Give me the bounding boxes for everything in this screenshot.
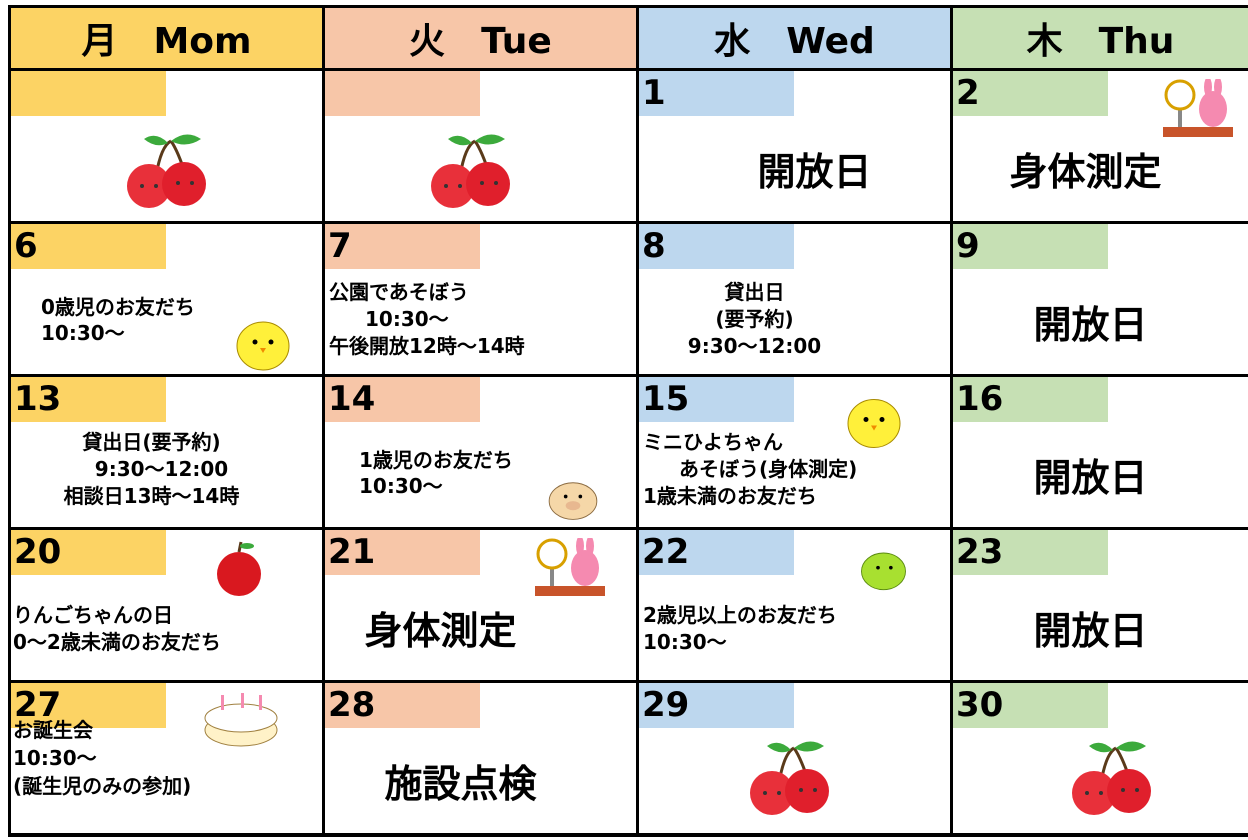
- event-line: 相談日13時～14時: [63, 484, 240, 508]
- cake-icon: [201, 689, 281, 751]
- event: 開放日: [1033, 456, 1148, 500]
- event-line: 2歳児以上のお友だち: [643, 603, 837, 627]
- event-line: (要予約): [715, 307, 794, 331]
- day-cell: 15 ミニひよちゃん あそぼう(身体測定) 1歳未満のお友だち: [639, 377, 950, 527]
- event-line: 10:30～: [359, 474, 443, 498]
- event-line: 午後開放12時～14時: [329, 334, 525, 358]
- date: 13: [11, 377, 166, 422]
- event-line: 9:30～12:00: [94, 457, 229, 481]
- event-line: 公園であそぼう: [329, 280, 469, 304]
- date: 14: [325, 377, 480, 422]
- day-cell: 9 開放日: [953, 224, 1248, 374]
- event-line: 1歳未満のお友だち: [643, 484, 817, 508]
- day-cell: 23 開放日: [953, 530, 1248, 680]
- day-cell: 6 0歳児のお友だち 10:30～: [11, 224, 322, 374]
- cherry-icon: [116, 131, 216, 211]
- day-cell: 28 施設点検: [325, 683, 636, 833]
- event: 身体測定: [1009, 150, 1162, 194]
- event-line: 0～2歳未満のお友だち: [13, 630, 221, 654]
- event-line: 10:30～: [41, 321, 125, 345]
- day-cell: 27 お誕生会 10:30～ (誕生児のみの参加): [11, 683, 322, 833]
- apple-icon: [209, 538, 269, 598]
- chick-icon: [233, 312, 293, 372]
- event-line: 1歳児のお友だち: [359, 448, 513, 472]
- cherry-icon: [420, 131, 520, 211]
- event-line: (誕生児のみの参加): [13, 774, 192, 798]
- event: 開放日: [757, 150, 872, 194]
- event-line: 9:30～12:00: [687, 334, 822, 358]
- date: 7: [325, 224, 480, 269]
- event-line: 10:30～: [365, 307, 449, 331]
- day-cell: 29: [639, 683, 950, 833]
- elephant-icon: [851, 542, 916, 597]
- date: 29: [639, 683, 794, 728]
- calendar: 月 Mom 火 Tue 水 Wed 木 Thu 1 開放日 2 身体測定 6 0歳児…: [8, 5, 1248, 837]
- day-cell: 7 公園であそぼう 10:30～ 午後開放12時～14時: [325, 224, 636, 374]
- day-cell: 2 身体測定: [953, 71, 1248, 221]
- event-line: りんごちゃんの日: [13, 603, 173, 627]
- event-line: ミニひよちゃん: [643, 430, 783, 454]
- event: 開放日: [1033, 609, 1148, 653]
- date: 9: [953, 224, 1108, 269]
- day-header: 水 Wed: [639, 8, 950, 68]
- date: 23: [953, 530, 1108, 575]
- event-line: 0歳児のお友だち: [41, 295, 195, 319]
- date: 16: [953, 377, 1108, 422]
- event: 身体測定: [364, 609, 517, 653]
- date-badge: [11, 71, 166, 116]
- cherry-icon: [1061, 738, 1161, 818]
- cherry-icon: [739, 738, 839, 818]
- day-cell: [325, 71, 636, 221]
- day-cell: 1 開放日: [639, 71, 950, 221]
- date: 1: [639, 71, 794, 116]
- date: 8: [639, 224, 794, 269]
- event-line: お誕生会: [13, 718, 93, 742]
- event-line: 貸出日: [724, 280, 785, 304]
- day-header: 火 Tue: [325, 8, 636, 68]
- date-badge: [325, 71, 480, 116]
- event: 施設点検: [384, 762, 537, 806]
- day-cell: 21 身体測定: [325, 530, 636, 680]
- event-line: 10:30～: [13, 746, 97, 770]
- date: 2: [953, 71, 1108, 116]
- date: 27: [11, 683, 166, 728]
- date: 30: [953, 683, 1108, 728]
- day-cell: 8 貸出日 (要予約) 9:30～12:00: [639, 224, 950, 374]
- day-header: 木 Thu: [953, 8, 1248, 68]
- date: 22: [639, 530, 794, 575]
- day-cell: 13 貸出日(要予約) 9:30～12:00 相談日13時～14時: [11, 377, 322, 527]
- date: 28: [325, 683, 480, 728]
- date: 15: [639, 377, 794, 422]
- date: 20: [11, 530, 166, 575]
- event-line: 10:30～: [643, 630, 727, 654]
- day-header: 月 Mom: [11, 8, 322, 68]
- event-line: あそぼう(身体測定): [679, 457, 858, 481]
- event-line: 貸出日(要予約): [82, 430, 221, 454]
- day-cell: 14 1歳児のお友だち 10:30～: [325, 377, 636, 527]
- day-cell: 30: [953, 683, 1248, 833]
- date: 6: [11, 224, 166, 269]
- day-cell: [11, 71, 322, 221]
- pig-icon: [543, 469, 603, 524]
- day-cell: 16 開放日: [953, 377, 1248, 527]
- day-cell: 22 2歳児以上のお友だち 10:30～: [639, 530, 950, 680]
- day-cell: 20 りんごちゃんの日 0～2歳未満のお友だち: [11, 530, 322, 680]
- event: 開放日: [1033, 303, 1148, 347]
- chick-icon: [844, 387, 904, 452]
- date: 21: [325, 530, 480, 575]
